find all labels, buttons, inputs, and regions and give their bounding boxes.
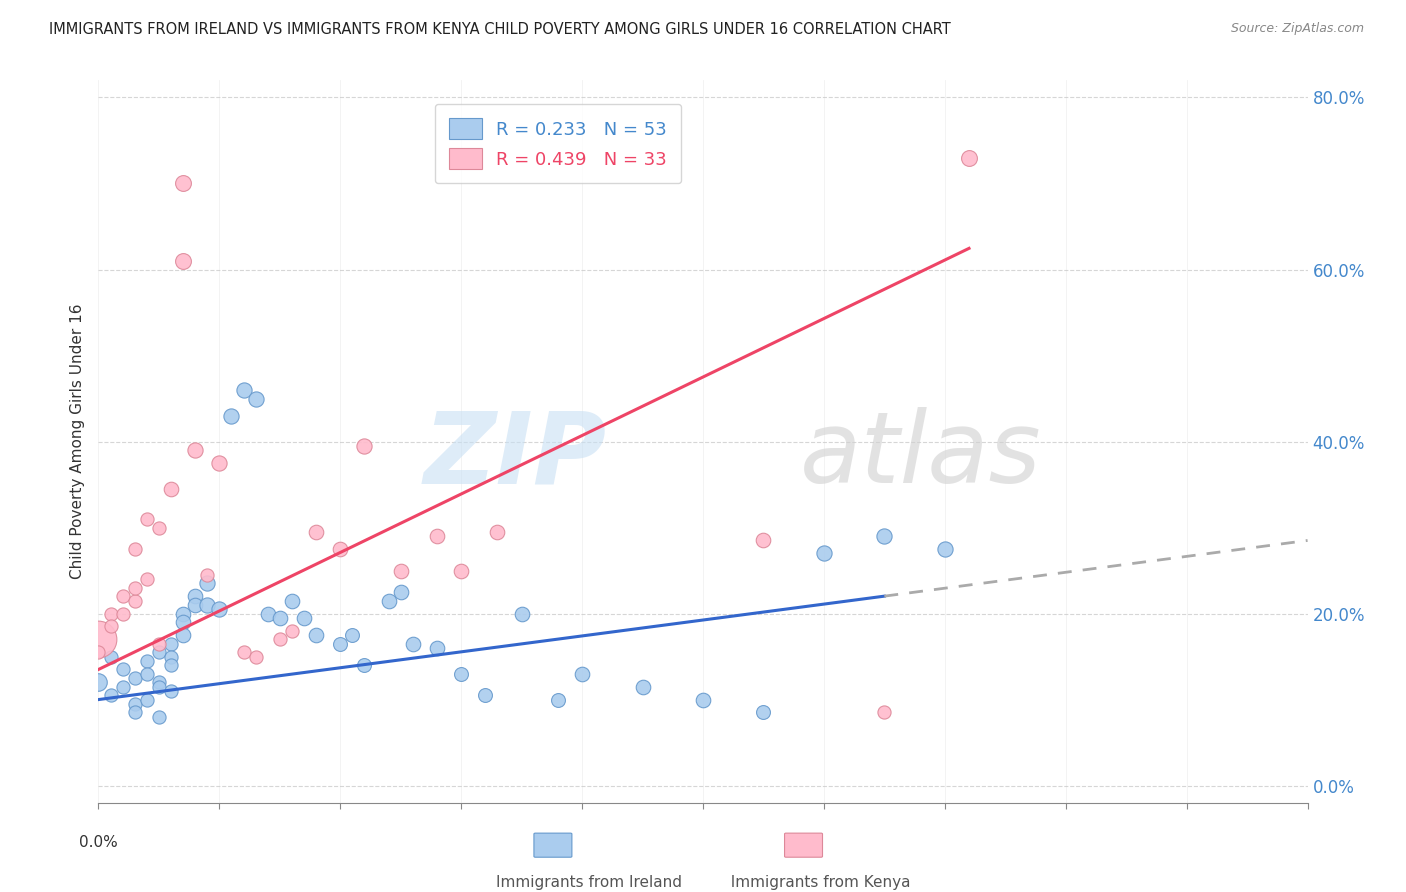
Point bbox=[172, 607, 194, 621]
Point bbox=[160, 637, 183, 651]
Point bbox=[111, 680, 134, 694]
Point bbox=[111, 607, 134, 621]
Point bbox=[148, 520, 170, 534]
Point bbox=[160, 649, 183, 664]
Point bbox=[135, 654, 157, 668]
Text: atlas: atlas bbox=[800, 408, 1042, 505]
Point bbox=[305, 628, 328, 642]
Point bbox=[571, 666, 593, 681]
Point bbox=[111, 663, 134, 677]
Point bbox=[160, 658, 183, 673]
Text: IMMIGRANTS FROM IRELAND VS IMMIGRANTS FROM KENYA CHILD POVERTY AMONG GIRLS UNDER: IMMIGRANTS FROM IRELAND VS IMMIGRANTS FR… bbox=[49, 22, 950, 37]
Point bbox=[245, 392, 267, 406]
Point bbox=[245, 649, 267, 664]
Text: Source: ZipAtlas.com: Source: ZipAtlas.com bbox=[1230, 22, 1364, 36]
Point bbox=[281, 593, 304, 607]
Point bbox=[450, 564, 472, 578]
Point bbox=[389, 564, 412, 578]
Point bbox=[342, 628, 364, 642]
Point bbox=[195, 567, 218, 582]
Point bbox=[957, 151, 980, 165]
Text: ZIP: ZIP bbox=[423, 408, 606, 505]
Point bbox=[486, 524, 509, 539]
Point bbox=[184, 590, 207, 604]
Point bbox=[172, 253, 194, 268]
Point bbox=[232, 645, 254, 659]
Point bbox=[752, 533, 775, 548]
Point bbox=[87, 675, 110, 690]
Point bbox=[692, 692, 714, 706]
Point bbox=[281, 624, 304, 638]
Point bbox=[184, 443, 207, 458]
Point bbox=[124, 697, 146, 711]
Y-axis label: Child Poverty Among Girls Under 16: Child Poverty Among Girls Under 16 bbox=[70, 304, 86, 579]
Point bbox=[124, 706, 146, 720]
Point bbox=[547, 692, 569, 706]
Legend: R = 0.233   N = 53, R = 0.439   N = 33: R = 0.233 N = 53, R = 0.439 N = 33 bbox=[434, 103, 681, 184]
Point bbox=[148, 637, 170, 651]
Point bbox=[389, 585, 412, 599]
Point bbox=[195, 576, 218, 591]
Point bbox=[402, 637, 425, 651]
Point bbox=[111, 590, 134, 604]
Point bbox=[135, 512, 157, 526]
Point bbox=[100, 649, 122, 664]
Point bbox=[148, 680, 170, 694]
Point bbox=[426, 640, 449, 655]
Point bbox=[148, 645, 170, 659]
Point bbox=[135, 666, 157, 681]
Point bbox=[305, 524, 328, 539]
Point bbox=[329, 637, 352, 651]
Point bbox=[873, 529, 896, 543]
Point bbox=[124, 581, 146, 595]
Point bbox=[353, 439, 375, 453]
Point bbox=[100, 619, 122, 633]
Point bbox=[329, 542, 352, 557]
Point bbox=[221, 409, 243, 423]
Point bbox=[135, 692, 157, 706]
Point bbox=[269, 611, 291, 625]
Point bbox=[184, 598, 207, 612]
Point bbox=[148, 675, 170, 690]
Point bbox=[631, 680, 654, 694]
Point bbox=[269, 632, 291, 647]
Point bbox=[474, 688, 496, 702]
Point bbox=[292, 611, 315, 625]
Point bbox=[256, 607, 278, 621]
Point bbox=[100, 607, 122, 621]
Point bbox=[510, 607, 533, 621]
Point bbox=[353, 658, 375, 673]
Point bbox=[87, 632, 110, 647]
Point bbox=[100, 688, 122, 702]
Text: Immigrants from Ireland          Immigrants from Kenya: Immigrants from Ireland Immigrants from … bbox=[496, 875, 910, 890]
Point bbox=[124, 593, 146, 607]
Point bbox=[172, 628, 194, 642]
Point bbox=[450, 666, 472, 681]
Point bbox=[124, 542, 146, 557]
Point bbox=[232, 383, 254, 397]
Point bbox=[135, 572, 157, 586]
Point bbox=[172, 177, 194, 191]
Text: 0.0%: 0.0% bbox=[79, 835, 118, 850]
Point bbox=[195, 598, 218, 612]
Point bbox=[426, 529, 449, 543]
Point bbox=[124, 671, 146, 685]
Point bbox=[160, 684, 183, 698]
Point bbox=[208, 456, 231, 470]
Point bbox=[934, 542, 956, 557]
Point bbox=[752, 706, 775, 720]
Point bbox=[208, 602, 231, 616]
Point bbox=[377, 593, 399, 607]
Point bbox=[160, 482, 183, 496]
Point bbox=[172, 615, 194, 630]
Point bbox=[873, 706, 896, 720]
Point bbox=[87, 645, 110, 659]
Point bbox=[148, 710, 170, 724]
Point bbox=[813, 546, 835, 560]
